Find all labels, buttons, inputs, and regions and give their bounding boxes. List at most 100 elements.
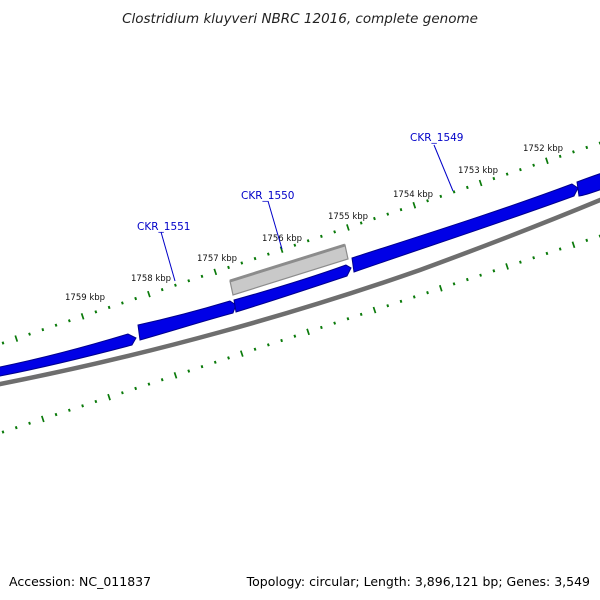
outer-ring-minor-tick [200, 274, 204, 278]
scale-label-1756: 1756 kbp [262, 234, 302, 244]
outer-ring-minor-tick [240, 261, 244, 265]
outer-ring-minor-tick [187, 279, 191, 283]
outer-ring-minor-tick [107, 305, 111, 310]
inner-ring-minor-tick [320, 325, 323, 330]
inner-ring-minor-tick [386, 304, 390, 308]
map-title: Clostridium kluyveri NBRC 12016, complet… [122, 11, 478, 27]
scale-label-1757: 1757 kbp [197, 254, 237, 264]
gene-label-ckr-1551[interactable]: CKR_1551 [137, 221, 190, 233]
inner-ring-major-tick [505, 263, 509, 270]
outer-ring-minor-tick [28, 332, 31, 336]
inner-ring-minor-tick [280, 338, 283, 343]
cds-arrow-5[interactable] [576, 172, 600, 197]
inner-ring-minor-tick [200, 365, 204, 369]
cds-arrow-3[interactable] [233, 264, 352, 313]
gene-label-ckr-1550[interactable]: CKR_1550 [241, 190, 294, 202]
inner-ring-minor-tick [333, 321, 337, 325]
gene-leader-ckr-1550 [267, 200, 283, 250]
inner-ring-minor-tick [94, 399, 98, 404]
inner-ring-minor-tick [81, 404, 84, 408]
inner-ring-minor-tick [532, 256, 536, 260]
outer-ring-minor-tick [134, 296, 138, 301]
inner-ring-minor-tick [28, 421, 31, 425]
inner-ring-minor-tick [426, 290, 429, 295]
outer-ring-minor-tick [94, 310, 98, 314]
outer-ring-major-tick [279, 246, 284, 253]
outer-ring-minor-tick [439, 194, 443, 198]
inner-ring-minor-tick [479, 273, 482, 277]
inner-ring-major-tick [306, 328, 310, 336]
outer-ring-minor-tick [1, 341, 5, 345]
gene-leader-ckr-1551 [160, 231, 176, 282]
inner-ring-major-tick [40, 415, 45, 423]
outer-ring-minor-tick [426, 199, 429, 203]
outer-ring-major-tick [147, 290, 151, 298]
outer-ring-minor-tick [359, 221, 363, 225]
accession-text: Accession: NC_011837 [9, 574, 151, 589]
outer-ring-minor-tick [532, 163, 536, 167]
inner-ring-minor-tick [465, 277, 469, 282]
inner-ring-major-tick [438, 284, 443, 292]
inner-ring-minor-tick [14, 425, 18, 430]
gene-label-ckr-1549[interactable]: CKR_1549 [410, 132, 463, 144]
outer-ring-minor-tick [174, 283, 177, 287]
gene-leader-ckr-1549 [433, 144, 454, 192]
outer-ring-major-tick [545, 157, 549, 165]
cds-arrow-4[interactable] [351, 183, 579, 273]
inner-ring-minor-tick [213, 360, 217, 364]
outer-ring-minor-tick [121, 301, 124, 305]
cds-arrow-1[interactable] [0, 333, 137, 377]
outer-tick-ring [1, 141, 600, 345]
outer-ring-major-tick [478, 179, 483, 187]
inner-ring-minor-tick [545, 251, 549, 256]
outer-ring-minor-tick [585, 145, 589, 150]
outer-ring-minor-tick [67, 319, 71, 323]
outer-ring-minor-tick [293, 243, 297, 247]
outer-ring-minor-tick [399, 208, 403, 212]
outer-ring-minor-tick [306, 239, 310, 243]
outer-ring-minor-tick [253, 256, 257, 261]
inner-ring-minor-tick [160, 378, 164, 382]
inner-ring-minor-tick [346, 317, 350, 321]
inner-ring-minor-tick [519, 260, 522, 264]
genome-backbone [0, 197, 600, 387]
inner-ring-minor-tick [359, 312, 363, 316]
scale-label-1752: 1752 kbp [523, 144, 563, 154]
cds-arrow-2[interactable] [137, 300, 237, 341]
inner-ring-minor-tick [253, 347, 257, 351]
inner-ring-minor-tick [412, 295, 416, 299]
inner-ring-minor-tick [399, 299, 403, 303]
inner-ring-minor-tick [121, 391, 124, 395]
inner-ring-minor-tick [585, 238, 589, 243]
inner-ring-minor-tick [266, 343, 270, 347]
inner-ring-minor-tick [187, 369, 191, 373]
outer-ring-minor-tick [572, 150, 575, 154]
inner-ring-major-tick [173, 372, 178, 379]
inner-ring-minor-tick [452, 282, 456, 286]
outer-ring-major-tick [80, 313, 85, 320]
inner-ring-minor-tick [293, 334, 297, 338]
outer-ring-major-tick [14, 335, 19, 342]
scale-label-1755: 1755 kbp [328, 212, 368, 222]
outer-ring-minor-tick [333, 230, 337, 234]
inner-ring-minor-tick [1, 430, 5, 434]
inner-ring-major-tick [372, 306, 377, 314]
outer-ring-minor-tick [505, 172, 509, 176]
scale-label-1753: 1753 kbp [458, 166, 498, 176]
inner-ring-minor-tick [492, 269, 496, 273]
inner-ring-major-tick [239, 350, 244, 357]
gene-labels: CKR_1549 CKR_1550 CKR_1551 [137, 132, 463, 282]
outer-ring-minor-tick [54, 323, 58, 327]
outer-ring-minor-tick [373, 216, 376, 221]
inner-ring-minor-tick [558, 247, 562, 251]
inner-ring-minor-tick [134, 386, 138, 391]
outer-ring-minor-tick [452, 190, 456, 194]
outer-ring-minor-tick [266, 252, 270, 256]
outer-ring-minor-tick [320, 234, 323, 238]
gene-feature-grey-edge [229, 243, 346, 283]
outer-ring-minor-tick [386, 212, 390, 216]
inner-ring-minor-tick [227, 356, 230, 360]
outer-ring-major-tick [412, 201, 417, 209]
inner-ring-major-tick [107, 393, 111, 401]
